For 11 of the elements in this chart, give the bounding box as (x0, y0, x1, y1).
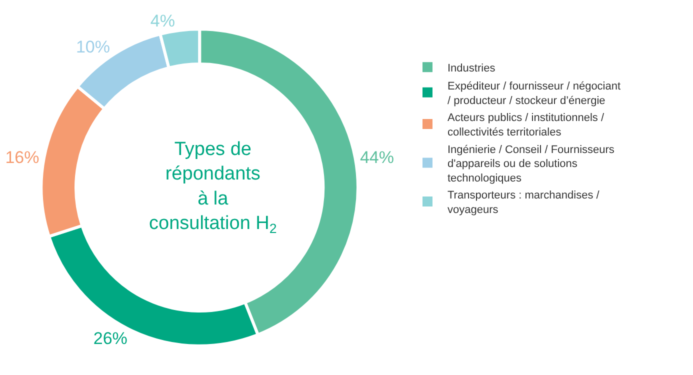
text: Types de répondants à la consultation H$_{2}$ (149, 139, 277, 236)
legend-label: Acteurs publics / institutionnels / collectivités territoriales (448, 112, 605, 138)
data-label: 16% (5, 148, 40, 167)
legend-label: Ingénierie / Conseil / Fournisseurs d'appareils ou de solutions technologiques (448, 144, 615, 184)
data-label: 10% (76, 37, 110, 56)
legend-label: Expéditeur / fournisseur / négociant / producteur / stockeur d’énergie (448, 80, 621, 107)
legend-label: Industries (448, 62, 496, 74)
data-label: 44% (360, 148, 394, 167)
data-label: 26% (93, 329, 128, 348)
legend-label: Transporteurs : marchandises / voyageurs (448, 190, 600, 216)
data-label: 4% (150, 12, 175, 30)
